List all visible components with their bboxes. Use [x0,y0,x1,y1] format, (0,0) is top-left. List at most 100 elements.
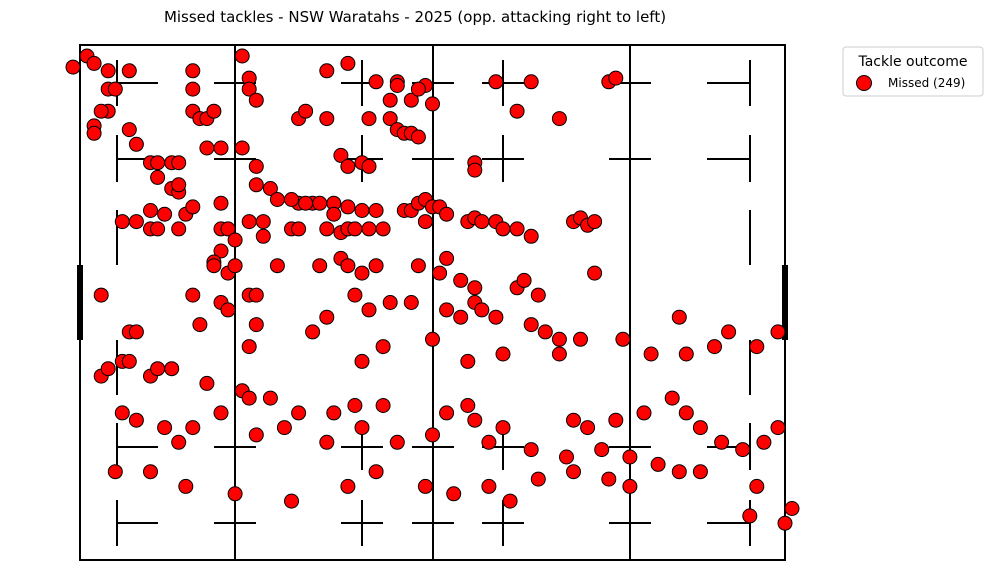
missed-tackle-point-60 [361,158,377,174]
missed-tackle-point-178 [707,339,722,355]
missed-tackle-point-122 [587,214,603,230]
missed-tackle-point-26 [410,81,426,97]
missed-tackle-point-214 [128,412,144,428]
missed-tackle-point-238 [340,478,356,494]
missed-tackle-point-152 [382,295,398,310]
missed-tackle-point-67 [248,177,264,193]
missed-tackle-point-138 [467,280,483,296]
missed-tackle-point-37 [361,111,377,127]
missed-tackle-point-232 [749,478,765,494]
missed-tackle-point-174 [551,346,567,362]
missed-tackle-point-234 [143,464,158,480]
missed-tackle-point-134 [410,258,426,274]
missed-tackle-point-170 [375,339,391,355]
missed-tackle-point-22 [107,81,123,97]
missed-tackle-point-149 [319,309,335,325]
missed-tackle-point-205 [636,405,652,421]
goal-posts-left [77,265,83,340]
missed-tackle-point-49 [199,140,215,156]
missed-tackle-point-206 [664,390,680,406]
missed-tackle-point-4 [100,63,116,79]
missed-tackle-point-247 [622,478,638,494]
missed-tackle-point-127 [227,258,243,274]
missed-tackle-point-11 [368,74,384,90]
missed-tackle-point-57 [333,147,349,163]
missed-tackle-point-55 [171,155,187,171]
missed-tackle-point-242 [481,478,497,494]
missed-tackle-point-38 [382,111,398,127]
legend-frame [842,46,984,97]
missed-tackle-point-114 [474,214,490,230]
missed-tackle-point-78 [241,214,257,230]
missed-tackle-point-7 [234,48,250,64]
missed-tackle-point-151 [361,302,377,318]
missed-tackle-point-236 [227,486,243,502]
missed-tackle-point-131 [340,258,356,274]
missed-tackle-point-246 [601,471,617,487]
missed-tackle-point-200 [467,412,483,428]
missed-tackle-point-186 [121,353,137,369]
missed-tackle-point-125 [206,258,222,274]
missed-tackle-point-146 [220,302,236,318]
missed-tackle-point-218 [213,405,229,421]
missed-tackle-point-190 [199,375,215,391]
missed-tackle-point-85 [368,203,384,218]
missed-tackle-point-23 [185,81,201,97]
legend-marker [856,75,872,91]
missed-tackle-point-223 [389,434,405,450]
missed-tackle-point-96 [150,221,166,237]
missed-tackle-point-111 [417,214,433,230]
missed-tackle-point-210 [735,442,751,458]
missed-tackle-point-199 [460,398,476,413]
missed-tackle-point-215 [157,420,173,436]
missed-tackle-point-48 [128,136,144,152]
missed-tackle-point-68 [262,181,278,196]
missed-tackle-point-208 [692,420,708,436]
missed-tackle-point-197 [375,398,391,413]
missed-tackle-point-166 [241,339,257,355]
missed-tackle-point-175 [615,331,631,347]
missed-tackle-point-77 [213,195,229,211]
missed-tackle-point-179 [721,324,737,340]
missed-tackle-point-217 [185,420,201,436]
missed-tackle-point-104 [291,221,307,237]
missed-tackle-point-237 [284,493,299,509]
missed-tackle-point-189 [164,361,180,377]
missed-tackle-point-220 [276,420,292,436]
missed-tackle-point-100 [227,232,243,248]
missed-tackle-point-167 [248,317,264,333]
missed-tackle-point-27 [425,96,440,112]
missed-tackle-point-243 [502,493,518,509]
missed-tackle-point-211 [756,434,772,450]
missed-tackle-point-157 [474,302,490,318]
missed-tackle-point-36 [319,111,335,127]
missed-tackle-point-177 [678,346,694,362]
missed-tackle-point-118 [523,228,539,244]
missed-tackle-point-192 [241,390,257,406]
missed-tackle-point-66 [171,177,187,193]
missed-tackle-point-123 [213,243,229,259]
missed-tackle-point-216 [171,434,187,450]
missed-tackle-point-227 [559,449,574,465]
missed-tackle-point-222 [354,420,370,436]
missed-tackle-point-92 [439,206,455,222]
missed-tackle-point-140 [516,272,532,288]
missed-tackle-point-14 [389,78,405,93]
missed-tackle-point-148 [248,287,264,303]
missed-tackle-point-84 [354,203,370,218]
legend-entry-missed: Missed (249) [888,76,965,90]
missed-tackle-point-233 [107,464,123,480]
missed-tackle-point-6 [185,63,201,79]
missed-tackle-point-251 [784,501,800,516]
missed-tackle-point-136 [439,250,455,266]
chart-title: Missed tackles - NSW Waratahs - 2025 (op… [164,8,666,26]
missed-tackle-points [65,48,800,531]
missed-tackle-point-53 [150,155,166,171]
missed-tackle-point-63 [150,169,166,185]
missed-tackle-point-29 [93,103,109,119]
missed-tackle-point-229 [622,449,638,465]
missed-tackle-point-24 [241,81,257,97]
missed-tackle-point-108 [347,221,363,237]
missed-tackle-point-239 [368,464,384,480]
